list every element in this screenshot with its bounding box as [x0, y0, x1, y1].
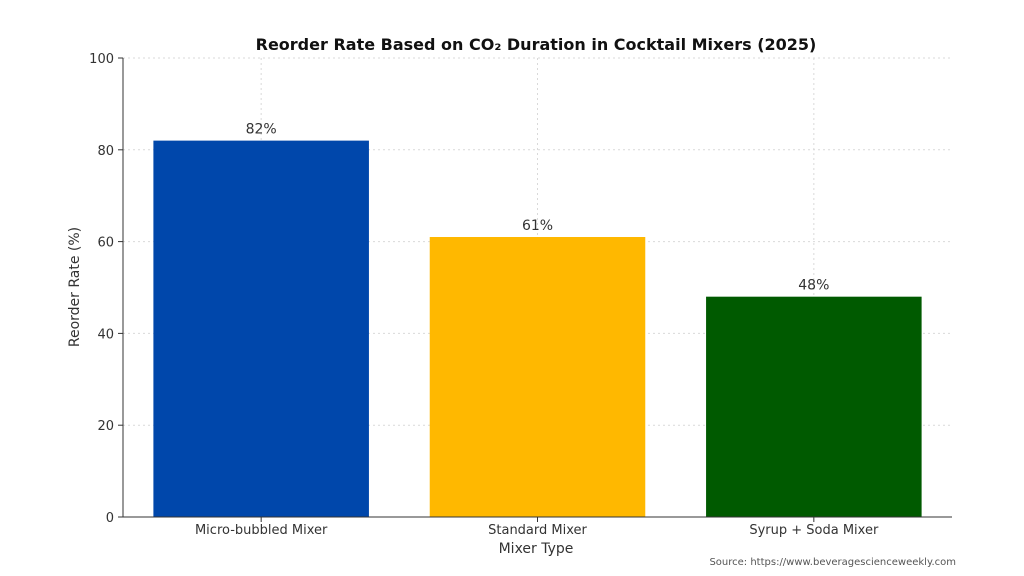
x-ticks: Micro-bubbled Mixer Standard Mixer Syrup +… — [195, 517, 879, 538]
x-tick-label: Standard Mixer — [488, 523, 587, 538]
data-label: 61% — [522, 218, 553, 234]
data-label: 82% — [246, 122, 277, 138]
bar-1 — [153, 140, 369, 517]
bar-3 — [706, 296, 922, 517]
y-ticks: 0 20 40 60 80 100 — [89, 52, 123, 526]
source-note: Source: https://www.beveragescienceweekl… — [709, 557, 956, 568]
y-tick-label: 20 — [97, 419, 114, 434]
y-tick-label: 40 — [97, 327, 114, 342]
bars — [153, 140, 922, 517]
x-tick-label: Micro-bubbled Mixer — [195, 523, 328, 538]
data-labels: 82% 61% 48% — [246, 122, 830, 294]
data-label: 48% — [798, 278, 829, 294]
x-axis-label: Mixer Type — [499, 541, 574, 557]
y-tick-label: 60 — [97, 236, 114, 251]
y-tick-label: 80 — [97, 144, 114, 159]
chart-title: Reorder Rate Based on CO₂ Duration in Co… — [256, 35, 817, 54]
y-axis-label: Reorder Rate (%) — [67, 227, 83, 347]
bar-2 — [429, 237, 646, 517]
y-tick-label: 100 — [89, 52, 114, 67]
x-tick-label: Syrup + Soda Mixer — [749, 523, 879, 538]
y-tick-label: 0 — [106, 511, 114, 526]
